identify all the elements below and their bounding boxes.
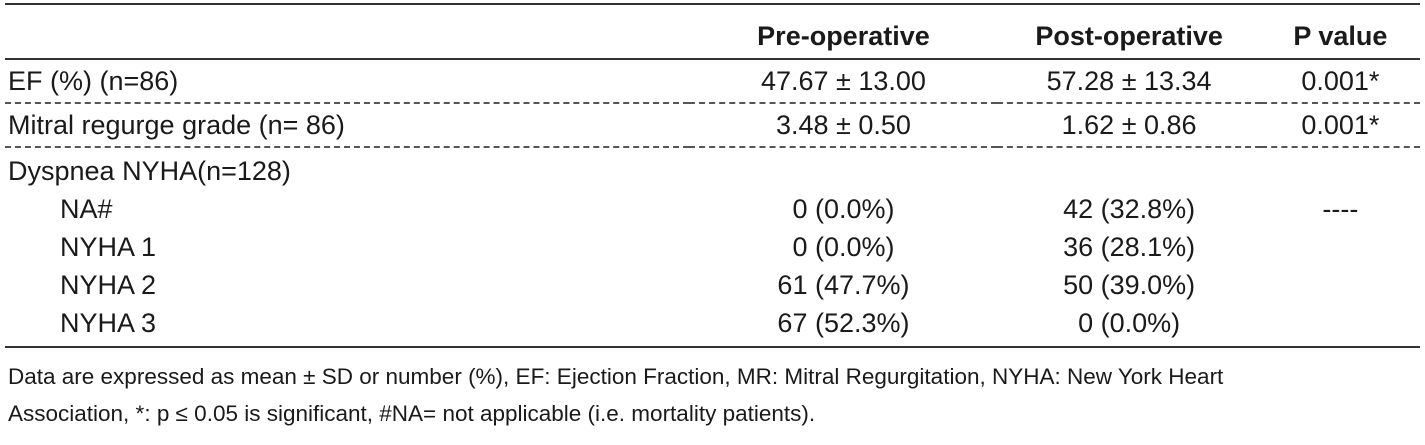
p-value: 0.001* — [1301, 110, 1380, 140]
table-row-dyspnea-group: Dyspnea NYHA(n=128) — [5, 147, 1420, 190]
group-label: Dyspnea NYHA(n=128) — [8, 156, 291, 186]
post-value: 42 (32.8%) — [1063, 194, 1196, 224]
post-value: 36 (28.1%) — [1063, 232, 1196, 262]
post-value: 57.28 ± 13.34 — [1046, 66, 1212, 96]
row-label: NYHA 2 — [60, 270, 157, 300]
table-row-nyha1: NYHA 1 0 (0.0%) 36 (28.1%) — [5, 228, 1420, 266]
row-label: NYHA 1 — [60, 232, 157, 262]
p-value: ---- — [1322, 194, 1359, 224]
post-value: 50 (39.0%) — [1063, 270, 1196, 300]
results-table: Pre-operative Post-operative P value EF … — [5, 5, 1420, 348]
pre-value: 47.67 ± 13.00 — [760, 66, 926, 96]
footnote-line-1: Data are expressed as mean ± SD or numbe… — [8, 364, 1224, 389]
header-post-operative: Post-operative — [997, 5, 1261, 60]
table-row-ef: EF (%) (n=86) 47.67 ± 13.00 57.28 ± 13.3… — [5, 59, 1420, 103]
p-value: 0.001* — [1301, 66, 1380, 96]
table-row-na: NA# 0 (0.0%) 42 (32.8%) ---- — [5, 190, 1420, 228]
row-label: EF (%) (n=86) — [8, 66, 179, 96]
pre-value: 61 (47.7%) — [777, 270, 910, 300]
header-empty — [5, 5, 690, 60]
table-row-nyha3: NYHA 3 67 (52.3%) 0 (0.0%) — [5, 304, 1420, 348]
pre-value: 0 (0.0%) — [792, 232, 895, 262]
p-value — [1261, 266, 1420, 304]
table-footnote: Data are expressed as mean ± SD or numbe… — [8, 358, 1413, 432]
table-row-mitral: Mitral regurge grade (n= 86) 3.48 ± 0.50… — [5, 103, 1420, 147]
header-row: Pre-operative Post-operative P value — [5, 5, 1420, 60]
row-label: NA# — [60, 194, 113, 224]
pre-value: 0 (0.0%) — [792, 194, 895, 224]
header-pre-operative: Pre-operative — [689, 5, 998, 60]
header-p-value: P value — [1260, 5, 1420, 60]
footnote-line-2: Association, *: p ≤ 0.05 is significant,… — [8, 401, 816, 426]
pre-value: 67 (52.3%) — [689, 304, 998, 348]
p-value — [1260, 304, 1420, 348]
pre-value: 3.48 ± 0.50 — [776, 110, 911, 140]
p-value — [1261, 228, 1420, 266]
post-value: 1.62 ± 0.86 — [1061, 110, 1197, 140]
post-value: 0 (0.0%) — [997, 304, 1261, 348]
row-label: NYHA 3 — [5, 304, 690, 348]
top-rule — [5, 3, 1420, 5]
row-label: Mitral regurge grade (n= 86) — [8, 110, 345, 140]
table-row-nyha2: NYHA 2 61 (47.7%) 50 (39.0%) — [5, 266, 1420, 304]
